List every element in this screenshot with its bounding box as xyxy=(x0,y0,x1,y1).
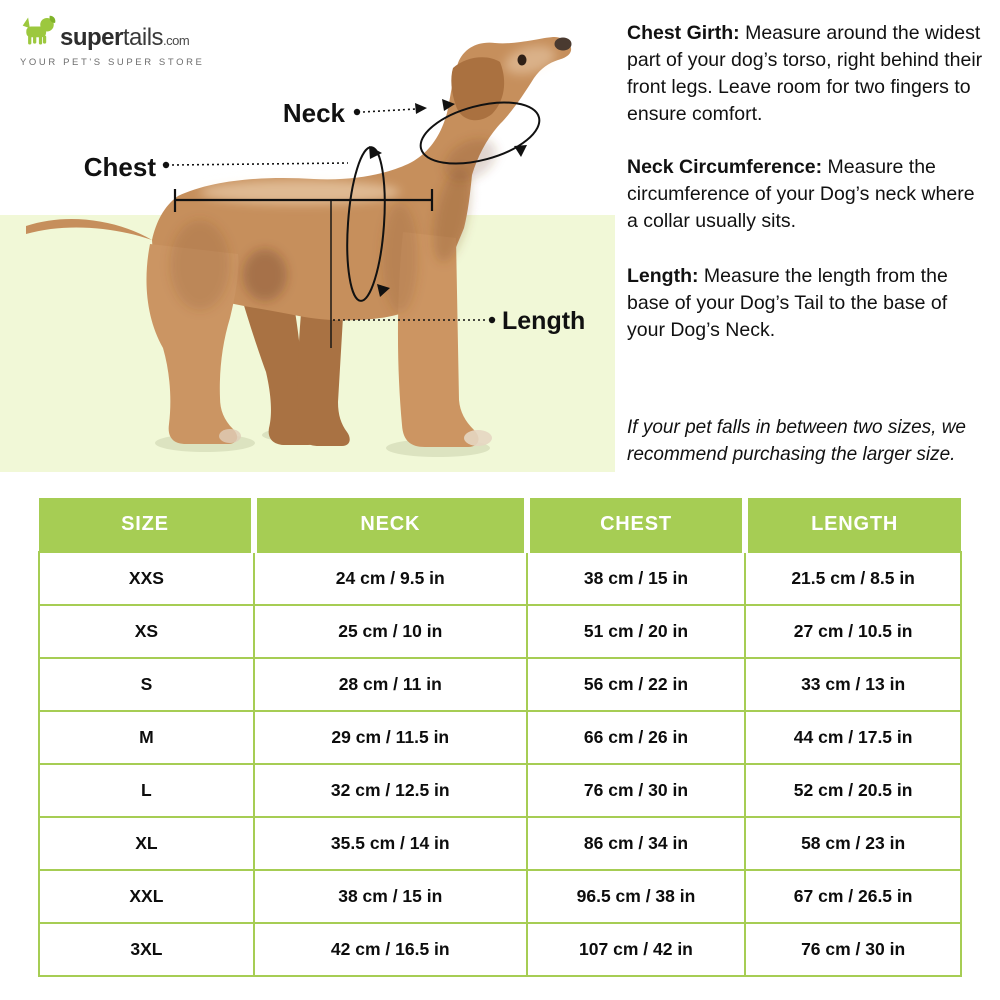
table-cell: XXL xyxy=(38,869,255,924)
brand-tagline: YOUR PET'S SUPER STORE xyxy=(20,57,205,68)
table-cell: 32 cm / 12.5 in xyxy=(252,763,528,818)
table-cell: 52 cm / 20.5 in xyxy=(744,763,962,818)
dog-ear xyxy=(451,57,505,121)
table-cell: 76 cm / 30 in xyxy=(744,922,962,977)
table-cell: 56 cm / 22 in xyxy=(525,657,747,712)
brand-super: super xyxy=(60,24,123,51)
neck-circumference-text: Measure the circumference of your Dog’s … xyxy=(627,156,975,232)
chest-measure-ellipse xyxy=(346,146,390,302)
table-cell: 28 cm / 11 in xyxy=(252,657,528,712)
table-cell: 27 cm / 10.5 in xyxy=(744,604,962,659)
table-cell: 25 cm / 10 in xyxy=(252,604,528,659)
table-cell: 38 cm / 15 in xyxy=(252,869,528,924)
size-table-header: SIZE NECK CHEST LENGTH xyxy=(39,498,961,552)
chest-annotation: Chest xyxy=(84,152,349,182)
table-cell: M xyxy=(38,710,255,765)
neck-circumference-paragraph: Neck Circumference: Measure the circumfe… xyxy=(627,154,985,235)
table-cell: 33 cm / 13 in xyxy=(744,657,962,712)
table-row: S 28 cm / 11 in 56 cm / 22 in 33 cm / 13 in xyxy=(38,657,962,712)
table-row: XXL 38 cm / 15 in 96.5 cm / 38 in 67 cm / 2… xyxy=(38,869,962,924)
table-cell: 67 cm / 26.5 in xyxy=(744,869,962,924)
header-size: SIZE xyxy=(39,498,257,552)
size-table-section: SIZE NECK CHEST LENGTH XXS 24 cm / 9.5 in… xyxy=(38,498,962,977)
table-cell: 96.5 cm / 38 in xyxy=(525,869,747,924)
table-cell: 66 cm / 26 in xyxy=(525,710,747,765)
length-term: Length: xyxy=(627,265,699,287)
table-cell: 86 cm / 34 in xyxy=(525,816,747,871)
dog-near-front-leg xyxy=(397,232,479,447)
table-cell: XXS xyxy=(38,551,255,606)
sizing-note: If your pet falls in between two sizes, … xyxy=(627,417,966,465)
dog-front-toes xyxy=(464,430,492,446)
table-cell: 44 cm / 17.5 in xyxy=(744,710,962,765)
table-cell: XS xyxy=(38,604,255,659)
table-cell: L xyxy=(38,763,255,818)
back-measure-line xyxy=(173,189,434,212)
table-cell: 51 cm / 20 in xyxy=(525,604,747,659)
header-row: SIZE NECK CHEST LENGTH xyxy=(39,498,961,552)
neck-measure-ellipse xyxy=(419,99,541,165)
table-cell: 3XL xyxy=(38,922,255,977)
supertails-logo: supertails.com YOUR PET'S SUPER STORE xyxy=(20,12,240,68)
measuring-instructions: Chest Girth: Measure around the widest p… xyxy=(627,0,987,472)
table-cell: S xyxy=(38,657,255,712)
size-table: SIZE NECK CHEST LENGTH XXS 24 cm / 9.5 in… xyxy=(38,498,962,977)
size-table-body: XXS 24 cm / 9.5 in 38 cm / 15 in 21.5 cm / … xyxy=(38,551,962,977)
table-cell: 107 cm / 42 in xyxy=(525,922,747,977)
dog-illustration xyxy=(26,37,572,447)
table-cell: 24 cm / 9.5 in xyxy=(252,551,528,606)
dog-nose xyxy=(554,37,572,51)
dog-shading xyxy=(170,45,556,313)
neck-label: Neck xyxy=(283,98,346,128)
length-annotation: Length xyxy=(333,307,585,335)
header-length: LENGTH xyxy=(745,498,961,552)
dog-far-rear-leg xyxy=(238,285,316,445)
chest-label: Chest xyxy=(84,152,157,182)
length-paragraph: Length: Measure the length from the base… xyxy=(627,263,985,344)
header-chest: CHEST xyxy=(526,498,749,552)
dog-rear-toes xyxy=(219,429,241,443)
table-row: L 32 cm / 12.5 in 76 cm / 30 in 52 cm / 20.… xyxy=(38,763,962,818)
table-cell: 35.5 cm / 14 in xyxy=(252,816,528,871)
table-cell: XL xyxy=(38,816,255,871)
table-cell: 76 cm / 30 in xyxy=(525,763,747,818)
brand-name: supertails.com xyxy=(60,24,190,51)
brand-dotcom: .com xyxy=(163,33,190,48)
supertails-dog-icon xyxy=(22,15,56,45)
table-cell: 58 cm / 23 in xyxy=(744,816,962,871)
table-row: M 29 cm / 11.5 in 66 cm / 26 in 44 cm / 17.… xyxy=(38,710,962,765)
table-row: 3XL 42 cm / 16.5 in 107 cm / 42 in 76 cm / … xyxy=(38,922,962,977)
dog-eye xyxy=(517,54,527,66)
length-label: Length xyxy=(502,307,585,335)
table-row: XL 35.5 cm / 14 in 86 cm / 34 in 58 cm / 23… xyxy=(38,816,962,871)
table-row: XS 25 cm / 10 in 51 cm / 20 in 27 cm / 10.5… xyxy=(38,604,962,659)
chest-girth-term: Chest Girth: xyxy=(627,22,740,44)
table-row: XXS 24 cm / 9.5 in 38 cm / 15 in 21.5 cm / … xyxy=(38,551,962,606)
dog-measurement-diagram: Neck Chest Length xyxy=(0,37,615,472)
table-cell: 21.5 cm / 8.5 in xyxy=(744,551,962,606)
chest-girth-paragraph: Chest Girth: Measure around the widest p… xyxy=(627,20,985,128)
length-text: Measure the length from the base of your… xyxy=(627,265,948,341)
table-cell: 42 cm / 16.5 in xyxy=(252,922,528,977)
table-cell: 38 cm / 15 in xyxy=(525,551,747,606)
table-cell: 29 cm / 11.5 in xyxy=(252,710,528,765)
neck-annotation: Neck xyxy=(283,98,427,128)
brand-tails: tails xyxy=(122,24,164,51)
neck-circumference-term: Neck Circumference: xyxy=(627,156,823,178)
chest-girth-text: Measure around the widest part of your d… xyxy=(627,22,983,125)
measurement-annotations: Neck Chest Length xyxy=(84,98,585,348)
header-neck: NECK xyxy=(253,498,530,552)
